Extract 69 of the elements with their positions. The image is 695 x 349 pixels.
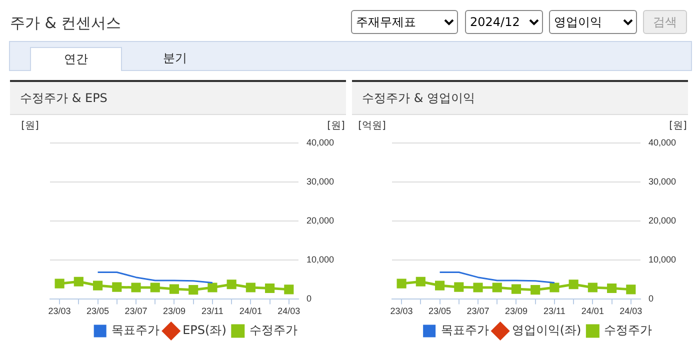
y-axis-title: [원] — [21, 120, 39, 132]
text: 주가 & 컨센서스 — [10, 14, 122, 33]
x-tick-label: 24/03 — [278, 306, 300, 316]
point — [511, 284, 522, 294]
x-tick-label: 23/05 — [86, 306, 110, 316]
point — [150, 282, 160, 292]
legend-label: 목표주가 — [440, 323, 489, 338]
point — [54, 278, 64, 288]
text: 연간 — [30, 47, 122, 71]
legend-label: 영업이익(좌) — [512, 323, 582, 338]
x-tick-label: 23/09 — [162, 306, 186, 316]
x-tick-label: 24/03 — [620, 306, 642, 316]
point — [112, 282, 122, 292]
text: 검색 — [643, 10, 687, 34]
text: 영업이익 — [549, 10, 637, 34]
point — [265, 283, 275, 294]
point — [626, 284, 636, 294]
point — [188, 285, 198, 295]
point — [169, 284, 180, 294]
point — [530, 285, 540, 295]
x-tick-label: 23/07 — [124, 306, 148, 316]
text: 2024/12 — [465, 10, 543, 34]
point — [550, 282, 560, 292]
point — [208, 282, 218, 292]
point — [131, 282, 141, 292]
x-tick-label: 24/01 — [239, 306, 262, 316]
y2-axis-title: [원] — [669, 120, 687, 132]
y2-tick-label: 10,000 — [306, 254, 334, 265]
y2-tick-label: 10,000 — [648, 254, 676, 265]
point — [607, 283, 617, 294]
point — [396, 278, 406, 288]
y2-tick-label: 20,000 — [648, 216, 676, 226]
x-tick-label: 24/01 — [581, 306, 604, 316]
legend-label: 수정주가 — [604, 323, 652, 338]
y2-tick-label: 30,000 — [306, 176, 334, 187]
legend-label: 수정주가 — [249, 323, 298, 338]
x-tick-label: 23/11 — [202, 306, 224, 316]
x-tick-label: 23/05 — [428, 306, 452, 316]
y2-tick-label: 30,000 — [648, 176, 676, 187]
point — [74, 276, 84, 286]
x-tick-label: 23/09 — [504, 306, 528, 316]
text: 분기 — [162, 50, 188, 67]
point — [226, 280, 236, 290]
y2-axis-title: [원] — [327, 120, 345, 132]
point — [93, 280, 103, 290]
point — [454, 282, 464, 292]
point — [435, 280, 445, 290]
point — [492, 282, 502, 292]
point — [416, 276, 426, 286]
y-axis-title: [억원] — [358, 120, 386, 132]
text: 주재무제표 — [351, 10, 458, 34]
point — [246, 282, 256, 292]
point — [588, 282, 598, 292]
point — [473, 282, 483, 292]
x-tick-label: 23/07 — [466, 306, 490, 316]
chart-title: 수정주가 & 영업이익 — [352, 82, 688, 115]
legend-label: 목표주가 — [112, 323, 160, 338]
point — [568, 280, 578, 290]
x-tick-label: 23/03 — [390, 306, 413, 316]
y2-tick-label: 20,000 — [306, 216, 334, 226]
y2-tick-label: 40,000 — [648, 137, 676, 148]
legend-label: EPS(좌) — [182, 323, 226, 338]
x-tick-label: 23/03 — [48, 306, 71, 316]
y2-tick-label: 0 — [306, 294, 312, 304]
y2-tick-label: 0 — [648, 294, 654, 304]
chart-title: 수정주가 & EPS — [10, 82, 346, 115]
point — [284, 284, 294, 294]
x-tick-label: 23/11 — [544, 306, 566, 316]
y2-tick-label: 40,000 — [306, 137, 334, 148]
